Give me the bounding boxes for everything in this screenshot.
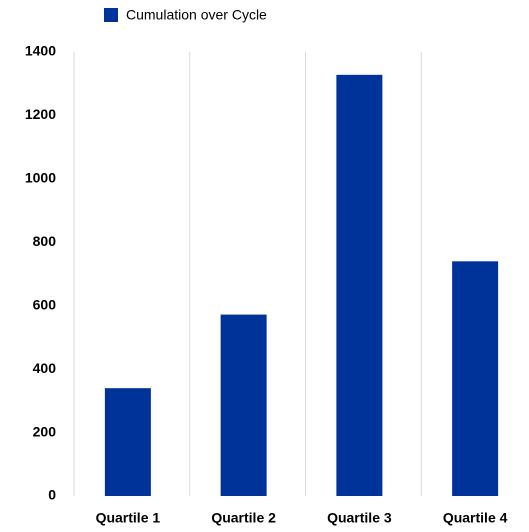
y-tick-label: 1400 <box>25 43 56 59</box>
y-tick-label: 200 <box>33 423 57 439</box>
bar <box>220 314 267 496</box>
x-tick-label: Quartile 4 <box>443 510 508 526</box>
y-tick-label: 1000 <box>25 170 56 186</box>
x-tick-label: Quartile 2 <box>211 510 276 526</box>
bar <box>452 261 499 496</box>
y-tick-label: 800 <box>33 233 57 249</box>
y-tick-label: 600 <box>33 296 57 312</box>
bar <box>104 388 151 496</box>
y-tick-label: 400 <box>33 360 57 376</box>
x-tick-label: Quartile 1 <box>96 510 161 526</box>
x-tick-label: Quartile 3 <box>327 510 392 526</box>
y-tick-label: 1200 <box>25 106 56 122</box>
y-tick-label: 0 <box>48 487 56 503</box>
legend-label: Cumulation over Cycle <box>126 7 267 23</box>
bar <box>336 74 383 496</box>
legend-swatch <box>104 8 118 22</box>
